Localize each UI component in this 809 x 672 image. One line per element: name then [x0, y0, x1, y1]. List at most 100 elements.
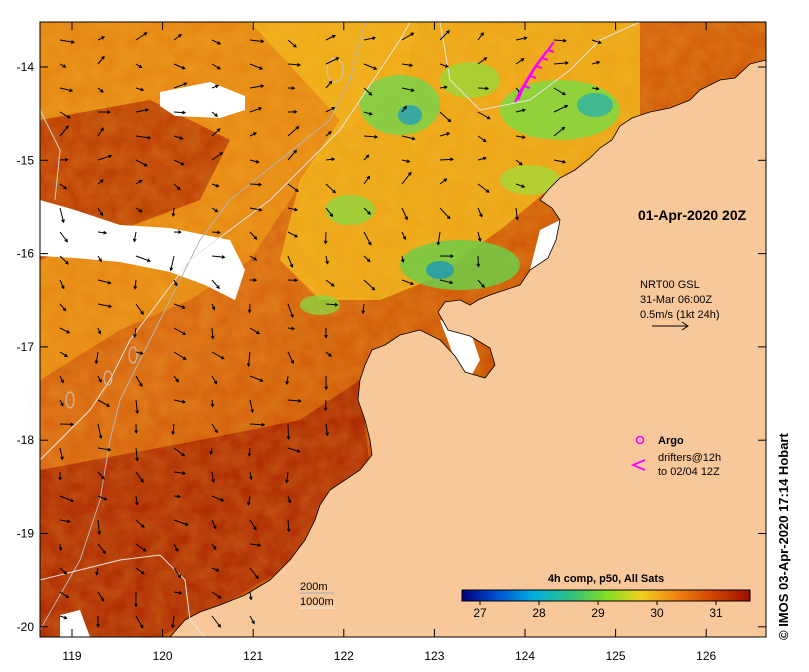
current-arrow — [59, 231, 68, 243]
current-arrow — [437, 231, 441, 245]
current-arrow-head — [372, 36, 377, 41]
current-arrow — [135, 471, 144, 483]
current-arrow — [325, 35, 336, 41]
longitude-axis: 119 120 121 122 123 124 125 126 — [62, 22, 717, 663]
current-arrow-head — [133, 285, 138, 290]
current-arrow-head — [217, 41, 222, 45]
current-arrow-head — [177, 230, 182, 234]
lat-tick-label: -20 — [17, 620, 35, 634]
current-arrow — [477, 157, 487, 161]
current-arrow-head — [297, 62, 302, 67]
current-arrow-head — [210, 403, 215, 408]
current-arrow — [287, 519, 290, 532]
current-arrow-head — [106, 403, 111, 407]
current-arrow-head — [255, 575, 259, 580]
current-arrow — [135, 109, 149, 113]
current-arrow-head — [295, 125, 300, 130]
current-arrow-head — [99, 212, 104, 217]
current-arrow — [211, 495, 224, 502]
current-arrow — [211, 351, 225, 360]
current-arrow-head — [64, 353, 68, 358]
cloud-masks — [40, 82, 565, 637]
current-arrow-head — [247, 452, 252, 457]
current-arrow — [363, 63, 377, 70]
current-arrow-head — [411, 136, 416, 141]
current-arrow — [325, 107, 335, 113]
current-arrow — [135, 447, 138, 461]
current-arrow — [135, 303, 144, 315]
current-arrow-head — [174, 548, 179, 553]
current-arrow — [515, 109, 526, 113]
current-arrow — [173, 63, 185, 70]
current-arrow — [401, 87, 414, 92]
current-arrow — [439, 279, 453, 284]
current-arrow — [211, 39, 221, 45]
current-arrow — [211, 615, 221, 628]
colorbar-tick-label: 28 — [532, 606, 546, 620]
current-arrow-head — [450, 254, 455, 258]
current-arrow — [59, 327, 70, 334]
current-arrow-head — [177, 494, 182, 499]
current-arrow-head — [483, 57, 488, 61]
current-arrow-head — [97, 330, 102, 335]
drifter-symbol-icon — [630, 459, 646, 471]
current-arrow — [59, 375, 64, 383]
current-arrow — [363, 207, 371, 215]
scale-arrow-head — [681, 321, 689, 331]
current-arrow-head — [217, 623, 221, 628]
current-arrow-head — [107, 280, 112, 285]
current-arrow — [325, 303, 338, 306]
current-arrow — [172, 423, 175, 435]
current-arrow-head — [108, 304, 113, 308]
current-arrow-head — [63, 185, 67, 190]
colorbar-tick-label: 27 — [473, 606, 487, 620]
current-arrow-head — [330, 283, 335, 287]
current-arrow-head — [62, 307, 67, 312]
current-arrow-head — [251, 620, 255, 625]
lat-tick-label: -15 — [17, 153, 35, 167]
current-arrow-head — [178, 33, 182, 38]
current-arrow-head — [290, 314, 294, 319]
current-arrow — [515, 183, 525, 188]
current-arrow-head — [296, 449, 301, 453]
current-arrow — [172, 615, 175, 628]
current-arrow-head — [597, 40, 602, 44]
current-arrow-head — [247, 309, 252, 314]
current-arrow-head — [135, 501, 139, 506]
current-arrow — [249, 567, 259, 579]
current-legend-line3: 0.5m/s (1kt 24h) — [640, 309, 719, 321]
current-arrow — [97, 56, 105, 65]
current-arrow-head — [562, 38, 567, 43]
current-arrow — [135, 399, 138, 414]
current-arrow — [401, 231, 406, 240]
current-arrow — [95, 351, 99, 364]
current-arrow — [515, 37, 527, 41]
current-arrow — [59, 125, 69, 137]
current-arrow — [59, 111, 71, 119]
current-arrow — [97, 155, 112, 161]
current-arrow — [135, 567, 145, 575]
current-arrow — [401, 207, 408, 220]
current-arrow — [211, 279, 220, 289]
current-arrow-head — [108, 154, 113, 159]
current-arrow — [59, 279, 65, 289]
current-arrow — [325, 183, 336, 194]
current-arrow-head — [561, 126, 566, 131]
current-arrow — [173, 591, 182, 594]
current-arrow — [173, 399, 186, 403]
current-arrow — [97, 543, 106, 554]
current-arrow — [553, 105, 568, 113]
current-arrow — [135, 519, 145, 528]
current-arrow-head — [286, 528, 291, 533]
current-arrow-head — [140, 570, 145, 575]
current-arrow-head — [214, 113, 219, 117]
current-arrow — [325, 158, 335, 161]
current-arrow-head — [406, 159, 411, 163]
current-arrow-head — [140, 478, 144, 483]
current-arrow — [211, 207, 218, 212]
current-arrow — [363, 279, 375, 291]
current-arrow-head — [293, 109, 298, 114]
current-arrow — [170, 255, 175, 271]
current-legend-line2: 31-Mar 06:00Z — [640, 294, 712, 306]
current-arrow-head — [107, 447, 112, 452]
